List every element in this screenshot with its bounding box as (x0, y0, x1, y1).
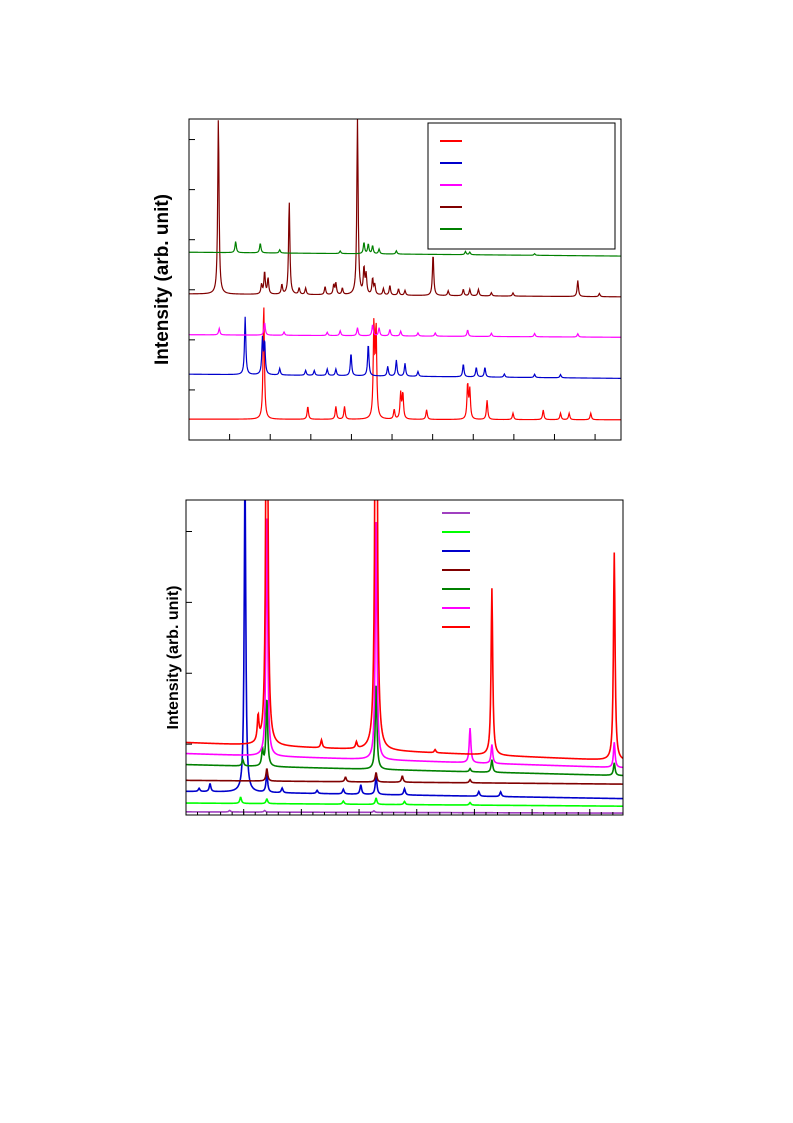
plot-frame (185, 499, 624, 816)
bottom-chart: Intensity (arb. unit) (0, 470, 793, 870)
series-group (189, 119, 621, 421)
series-line-3 (189, 322, 621, 338)
series-line-2 (186, 796, 623, 807)
series-line-5 (186, 685, 623, 777)
series-line-4 (189, 119, 621, 298)
top-chart: Intensity (arb. unit) (0, 0, 793, 470)
series-line-1 (186, 809, 623, 814)
series-line-6 (186, 518, 623, 769)
series-line-2 (189, 316, 621, 379)
series-line-4 (186, 768, 623, 785)
series-line-5 (189, 241, 621, 257)
bottom-chart-svg: Intensity (arb. unit) (165, 499, 624, 816)
series-group (186, 500, 623, 814)
series-line-3 (186, 500, 623, 800)
plot-frame (188, 118, 622, 441)
series-line-1 (189, 307, 621, 421)
top-chart-svg: Intensity (arb. unit) (152, 118, 622, 441)
y-axis-label: Intensity (arb. unit) (152, 194, 173, 365)
y-axis-label: Intensity (arb. unit) (165, 586, 182, 730)
series-line-7 (186, 500, 623, 760)
